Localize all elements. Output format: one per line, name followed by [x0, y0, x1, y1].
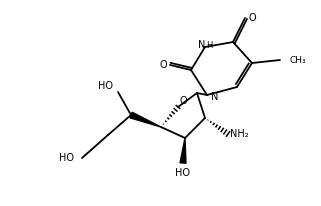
Text: HO: HO [59, 153, 74, 163]
Text: HO: HO [176, 168, 190, 178]
Text: NH₂: NH₂ [230, 129, 249, 139]
Polygon shape [130, 112, 161, 127]
Text: HO: HO [98, 81, 113, 91]
Text: O: O [248, 13, 256, 23]
Text: H: H [206, 41, 213, 49]
Text: O: O [159, 60, 167, 70]
Text: O: O [179, 96, 187, 106]
Text: N: N [198, 40, 205, 50]
Text: CH₃: CH₃ [290, 55, 307, 64]
Text: N: N [211, 92, 218, 102]
Polygon shape [180, 138, 186, 163]
